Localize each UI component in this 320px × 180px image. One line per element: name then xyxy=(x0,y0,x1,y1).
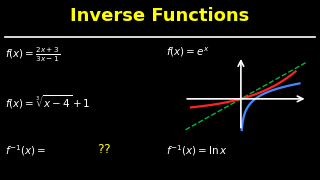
Text: $f^{-1}(x) = $: $f^{-1}(x) = $ xyxy=(4,143,46,158)
Text: $f(x) = \sqrt[3]{x-4} + 1$: $f(x) = \sqrt[3]{x-4} + 1$ xyxy=(4,94,90,111)
Text: $f(x) = e^x$: $f(x) = e^x$ xyxy=(166,46,210,59)
Text: $f(x) = \frac{2x+3}{3x-1}$: $f(x) = \frac{2x+3}{3x-1}$ xyxy=(4,46,60,64)
Text: $??$: $??$ xyxy=(97,143,111,156)
Text: Inverse Functions: Inverse Functions xyxy=(70,7,250,25)
Text: $f^{-1}(x) = \ln x$: $f^{-1}(x) = \ln x$ xyxy=(166,143,228,158)
